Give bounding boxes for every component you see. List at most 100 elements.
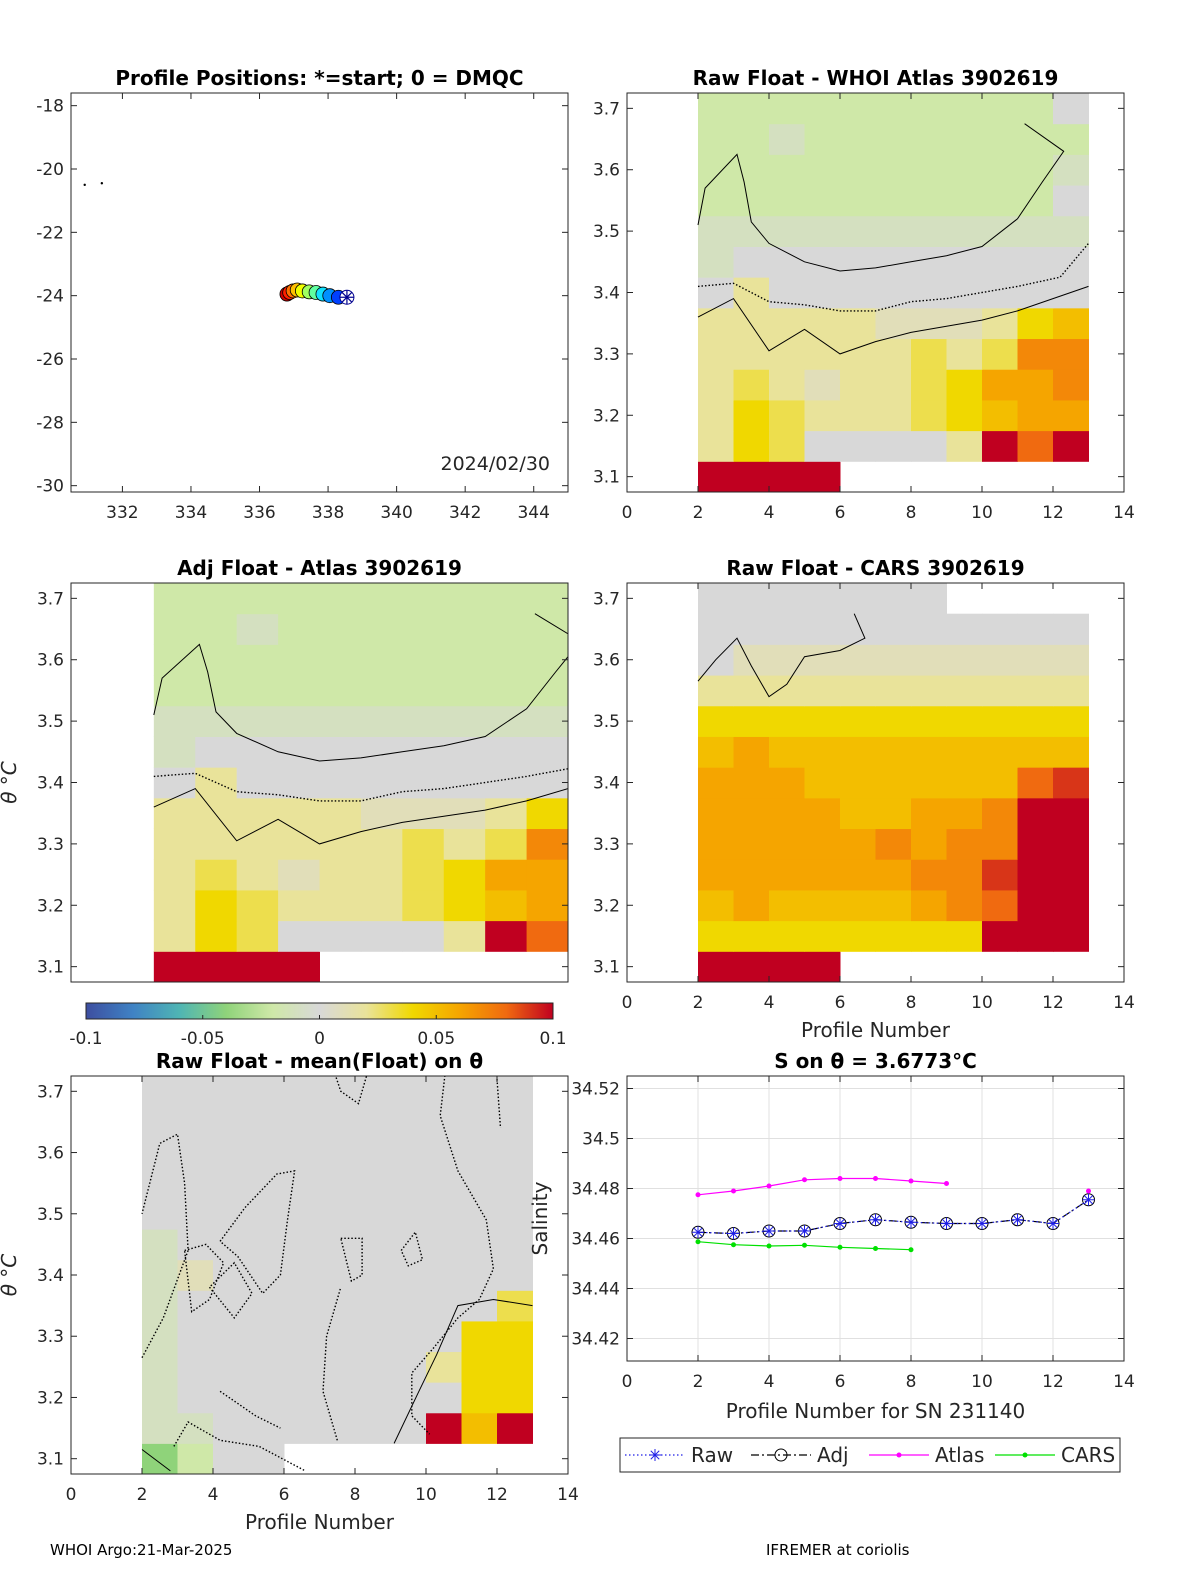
heatmap-cell — [804, 215, 841, 247]
y-tick-label: 3.6 — [593, 651, 620, 671]
heatmap-cell — [426, 1106, 462, 1138]
heatmap-cell — [982, 307, 1018, 340]
colorbar: -0.1 -0.05 0 0.05 0.1 — [69, 1002, 567, 1049]
y-tick-label: 3.3 — [37, 1327, 64, 1347]
y-tick-label: 3.7 — [593, 589, 620, 609]
y-tick-label: -22 — [36, 223, 64, 243]
series-raw — [692, 1193, 1095, 1240]
heatmap-cell — [769, 951, 805, 982]
heatmap-cell — [804, 736, 841, 768]
heatmap-cell — [319, 859, 362, 891]
heatmap-cell — [319, 1290, 356, 1322]
start-star-marker — [339, 289, 355, 305]
heatmap-cell — [319, 736, 362, 768]
heatmap-cell — [840, 154, 876, 186]
heatmap-cell — [804, 951, 841, 982]
heatmap-cell — [875, 583, 912, 615]
heatmap-cell — [177, 1412, 214, 1444]
heatmap-cell — [142, 1259, 178, 1291]
heatmap-cell — [769, 399, 805, 432]
y-tick-label: 3.3 — [593, 345, 620, 365]
heatmap-cell — [875, 613, 912, 645]
heatmap-cell — [461, 1106, 498, 1138]
heatmap-cell — [213, 1198, 249, 1230]
heatmap-cell — [1053, 767, 1089, 799]
y-tick-label: 3.3 — [37, 835, 64, 855]
heatmap-cell — [195, 767, 238, 799]
x-tick-label: 0 — [622, 1372, 633, 1392]
heatmap-cell — [526, 583, 568, 615]
contour-solid — [153, 787, 568, 845]
heatmap-cell — [911, 828, 947, 860]
heatmap-cell — [875, 920, 912, 952]
heatmap-cell — [804, 461, 841, 492]
heatmap-cell — [698, 338, 734, 370]
heatmap-cell — [443, 828, 486, 860]
heatmap-cell — [153, 583, 196, 615]
heatmap-cell — [733, 430, 770, 462]
heatmap-cell — [1053, 338, 1089, 370]
data-point — [731, 1242, 736, 1248]
y-tick-label: 3.7 — [593, 99, 620, 119]
heatmap-cell — [982, 767, 1018, 799]
coast-dot — [83, 183, 86, 187]
heatmap-cell — [769, 461, 805, 492]
y-tick-label: 3.2 — [37, 896, 64, 916]
heatmap-cell — [1017, 369, 1054, 401]
heatmap-cell — [875, 123, 912, 155]
data-point — [944, 1181, 949, 1186]
x-tick-label: 6 — [835, 993, 846, 1013]
contour-solid — [153, 613, 568, 762]
y-tick-label: 34.52 — [571, 1080, 620, 1100]
data-point — [695, 1192, 701, 1198]
heatmap-cell — [911, 277, 947, 309]
y-tick-label: -30 — [36, 477, 64, 497]
heatmap-cell — [733, 859, 770, 891]
heatmap-cell — [982, 920, 1018, 952]
x-tick-label: 2 — [137, 1485, 148, 1505]
heatmap-cell — [1053, 889, 1089, 922]
heatmap-cell — [153, 951, 196, 982]
data-point — [869, 1213, 882, 1226]
heatmap-cell — [177, 1076, 214, 1108]
x-tick-label: 12 — [486, 1485, 508, 1505]
heatmap-cell — [355, 1137, 391, 1169]
heatmap-cell — [840, 277, 876, 309]
heatmap-cell — [319, 797, 362, 830]
heatmap-cell — [142, 1229, 178, 1261]
heatmap-cell — [402, 767, 445, 799]
heatmap-cell — [840, 430, 876, 462]
heatmap-cell — [1053, 859, 1089, 891]
x-tick-label: 10 — [415, 1485, 437, 1505]
heatmap-cell — [1017, 889, 1054, 922]
heatmap-cell — [236, 920, 279, 952]
contour-dotted — [496, 1079, 502, 1129]
heatmap-cell — [804, 859, 841, 891]
legend-entry-adj: Adj — [751, 1443, 849, 1467]
data-point — [802, 1242, 807, 1248]
heatmap-cell — [733, 828, 770, 860]
heatmap-cell — [804, 705, 841, 737]
heatmap-cell — [769, 246, 805, 278]
heatmap-cells — [153, 583, 568, 982]
heatmap-cell — [177, 1351, 214, 1383]
heatmap-cell — [426, 1167, 462, 1199]
heatmap-cell — [982, 154, 1018, 186]
x-tick-label: 12 — [1042, 993, 1064, 1013]
heatmap-cell — [360, 828, 403, 860]
heatmap-cell — [804, 797, 841, 830]
heatmap-cell — [142, 1167, 178, 1199]
heatmap-cell — [319, 1076, 356, 1108]
heatmap-cell — [213, 1259, 249, 1291]
axes-frame — [626, 1075, 1125, 1362]
heatmap-cell — [443, 675, 486, 707]
heatmap-cell — [698, 277, 734, 309]
heatmap-cell — [461, 1167, 498, 1199]
heatmap-cell — [698, 123, 734, 155]
heatmap-cell — [1017, 246, 1054, 278]
heatmap-cell — [319, 1320, 356, 1353]
heatmap-cell — [982, 705, 1018, 737]
heatmap-cell — [195, 797, 238, 830]
heatmap-cell — [875, 430, 912, 462]
